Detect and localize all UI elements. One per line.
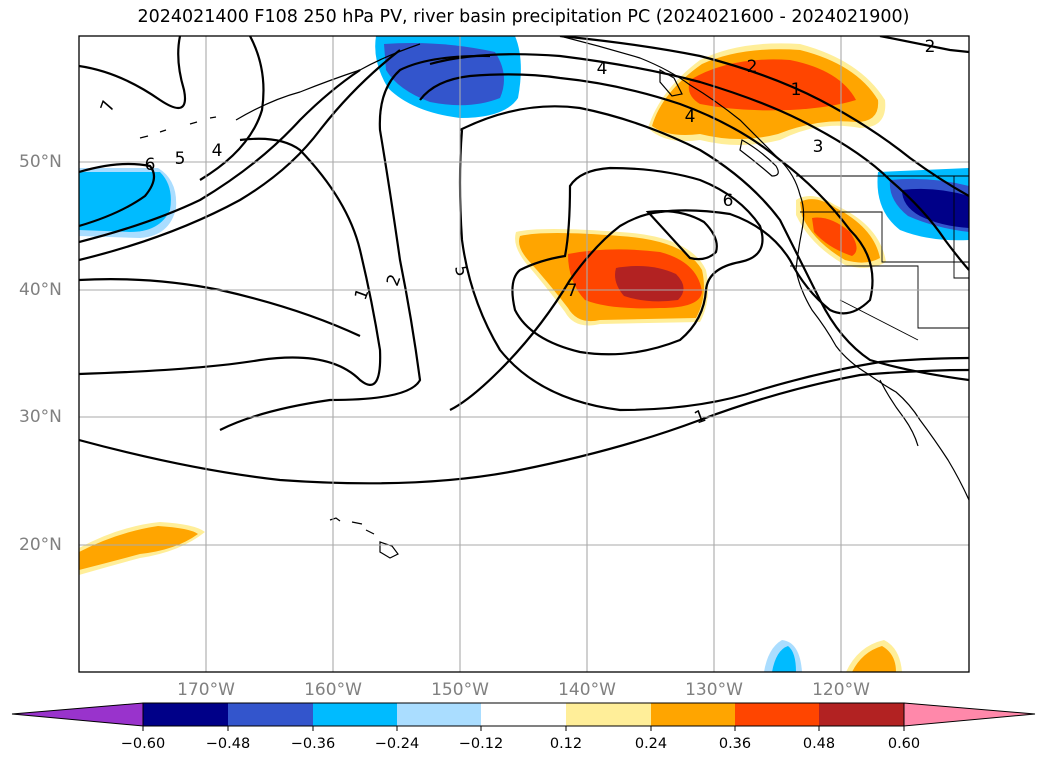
figure-title: 2024021400 F108 250 hPa PV, river basin … [137,7,910,27]
colorbar-tick-label: 0.60 [887,736,921,752]
contour-label: 4 [685,107,696,127]
contour-label: 2 [925,37,936,57]
colorbar-tick-label: 0.12 [549,736,583,752]
contour-label: 4 [212,141,223,161]
colorbar-tick-label: 0.36 [718,736,752,752]
lat-label-20n: 20°N [19,535,62,555]
colorbar-tick-label: −0.24 [374,736,420,752]
negative-anomaly-south [764,640,802,672]
map-frame [78,35,970,673]
lat-label-40n: 40°N [19,280,62,300]
lon-label-130w: 130°W [685,680,743,700]
lon-label-150w: 150°W [431,680,489,700]
negative-anomaly-gulf-alaska [375,36,521,118]
contour-label: 7 [567,281,578,301]
colorbar-tick-label: −0.36 [290,736,336,752]
colorbar-bin [313,703,397,726]
contour-label: 1 [351,286,373,303]
contour-label: 4 [597,59,608,79]
positive-anomaly-central-pacific [515,229,708,326]
colorbar-bin [566,703,651,726]
positive-anomaly-southeast [846,640,902,672]
lon-label-170w: 170°W [177,680,235,700]
negative-anomaly-northern-rockies [877,168,969,241]
positive-anomaly-british-columbia [648,43,886,145]
lon-label-120w: 120°W [812,680,870,700]
contour-label: 6 [145,155,156,175]
colorbar-tick-label: −0.60 [120,736,166,752]
lat-label-50n: 50°N [19,152,62,172]
colorbar-bin [481,703,566,726]
colorbar [11,702,1036,731]
contour-label: 1 [791,80,802,100]
contour-label: 2 [747,57,758,77]
colorbar-tick-label: −0.12 [458,736,504,752]
colorbar-bin [143,703,228,726]
colorbar-tick-label: 0.24 [634,736,668,752]
colorbar-extend-low [11,702,144,727]
lat-label-30n: 30°N [19,407,62,427]
colorbar-bin [228,703,313,726]
lon-label-140w: 140°W [558,680,616,700]
contour-label: 5 [450,264,472,278]
contour-label: 5 [175,149,186,169]
pv-contours [79,36,969,485]
positive-anomaly-subtropical [79,522,205,575]
colorbar-bin [735,703,819,726]
colorbar-bin [397,703,481,726]
contour-label: 7 [97,98,119,115]
colorbar-bin [651,703,735,726]
colorbar-extend-high [903,702,1036,727]
colorbar-tick-label: −0.48 [205,736,251,752]
lon-label-160w: 160°W [304,680,362,700]
colorbar-bin [819,703,904,726]
contour-label: 6 [723,191,734,211]
contour-label: 3 [813,137,824,157]
colorbar-tick-label: 0.48 [802,736,836,752]
gridlines [79,36,969,672]
